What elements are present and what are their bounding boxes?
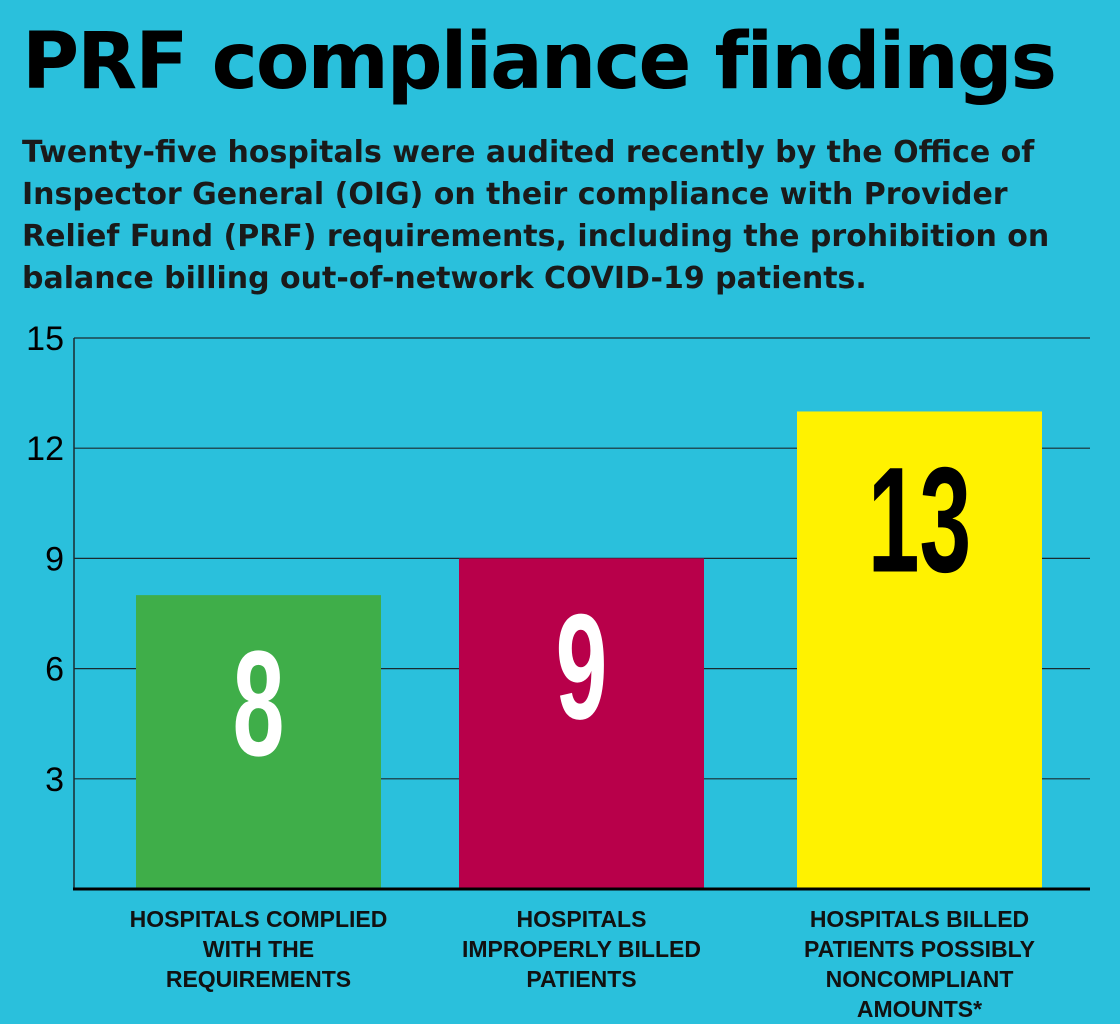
bar-value-label: 8 [233,621,285,788]
bar-value-label: 9 [556,584,608,751]
y-tick-label: 12 [26,430,64,468]
y-tick-label: 9 [45,540,64,578]
y-tick-label: 6 [45,651,64,689]
bar-2 [459,558,704,889]
bar-value-label: 13 [868,437,971,604]
bar-1 [136,595,381,889]
category-label: HOSPITALS COMPLIED WITH THE REQUIREMENTS [129,906,388,992]
y-tick-label: 3 [45,761,64,799]
category-label: HOSPITALS BILLED PATIENTS POSSIBLY NONCO… [804,906,1035,1022]
y-tick-label: 15 [26,320,64,358]
bar-3 [797,411,1042,889]
category-label: HOSPITALS IMPROPERLY BILLED PATIENTS [462,906,701,992]
chart-subtitle: Twenty-five hospitals were audited recen… [22,135,1050,296]
chart-title: PRF compliance findings [22,17,1057,107]
